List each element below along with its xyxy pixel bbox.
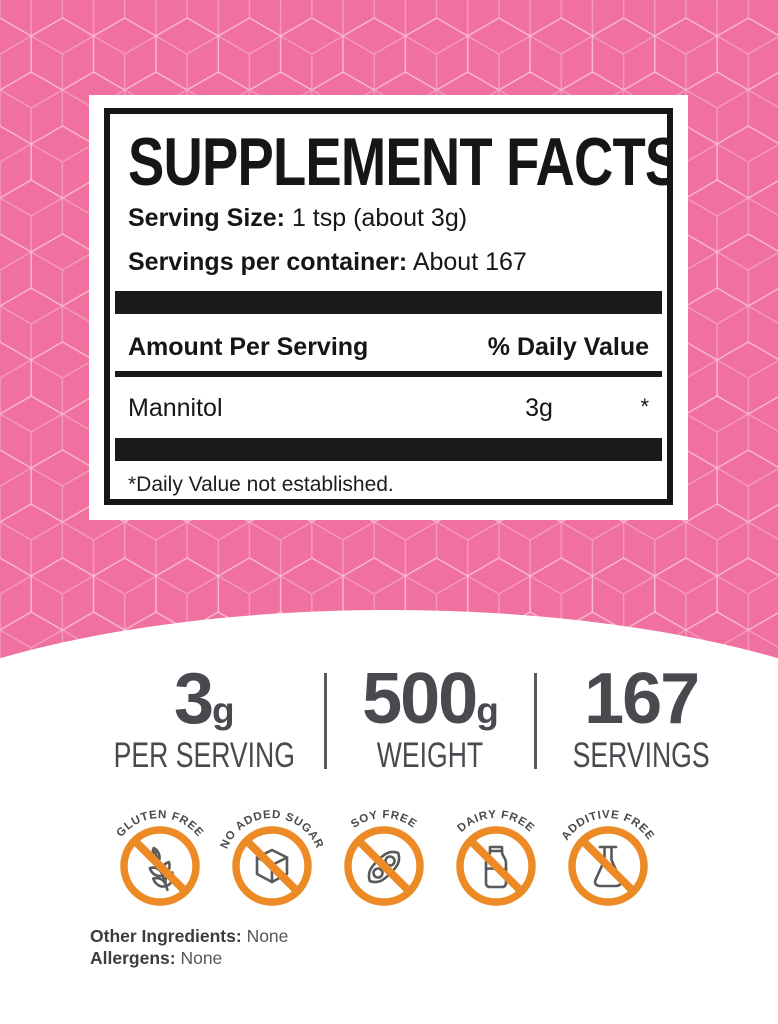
divider-bar-thick-top — [115, 291, 662, 314]
stat-servings-value: 167 — [584, 659, 700, 739]
allergens-value: None — [180, 948, 223, 968]
other-ingredients-line: Other Ingredients: None — [90, 925, 288, 947]
stats-row: 3g PER SERVING 500g WEIGHT 167 SERVINGS — [85, 663, 745, 773]
badge-label: ADDITIVE FREE — [560, 809, 657, 843]
no-slash — [354, 836, 414, 896]
stat-weight-label: WEIGHT — [377, 736, 484, 775]
badge-soy-free: SOY FREE — [344, 809, 424, 906]
servings-per-container-value: About 167 — [412, 248, 527, 276]
serving-size-line: Serving Size: 1 tsp (about 3g) — [128, 204, 649, 233]
no-slash — [466, 836, 526, 896]
ingredient-daily-value: * — [640, 393, 649, 419]
ingredients-block: Other Ingredients: None Allergens: None — [90, 925, 288, 969]
unit-g: g — [212, 690, 235, 731]
badge-dairy-free: DAIRY FREE — [455, 809, 536, 906]
no-circle — [344, 826, 424, 906]
no-slash — [242, 836, 302, 896]
no-circle — [456, 826, 536, 906]
supplement-facts-panel: SUPPLEMENT FACTS Serving Size: 1 tsp (ab… — [89, 95, 688, 520]
ingredient-name: Mannitol — [128, 393, 223, 422]
no-circle — [232, 826, 312, 906]
stats-divider — [323, 673, 327, 769]
stat-per-serving: 3g PER SERVING — [85, 663, 324, 773]
badge-label: GLUTEN FREE — [114, 809, 205, 840]
ingredient-amount: 3g — [525, 393, 553, 422]
no-slash — [578, 836, 638, 896]
stat-weight-value: 500g — [362, 659, 499, 739]
no-slash — [130, 836, 190, 896]
supplement-facts-border-box: SUPPLEMENT FACTS Serving Size: 1 tsp (ab… — [104, 108, 673, 505]
stat-per-serving-value: 3g — [173, 659, 235, 739]
stat-servings: 167 SERVINGS — [537, 663, 745, 773]
daily-value-footnote: *Daily Value not established. — [128, 473, 394, 496]
facts-title: SUPPLEMENT FACTS — [128, 124, 673, 200]
curved-white-section — [0, 610, 778, 1024]
no-circle — [120, 826, 200, 906]
ingredient-row: Mannitol 3g * — [128, 393, 649, 423]
other-ingredients-value: None — [246, 926, 289, 946]
unit-g: g — [476, 690, 499, 731]
stat-per-serving-label: PER SERVING — [113, 736, 295, 775]
stat-servings-label: SERVINGS — [572, 736, 710, 775]
allergens-label: Allergens: — [90, 948, 176, 968]
servings-per-container-label: Servings per container: — [128, 248, 408, 276]
servings-per-container-line: Servings per container: About 167 — [128, 248, 649, 277]
stats-divider — [534, 673, 538, 769]
facts-column-headers: Amount Per Serving % Daily Value — [128, 333, 649, 362]
serving-size-label: Serving Size: — [128, 204, 285, 232]
badge-additive-free: ADDITIVE FREE — [560, 809, 657, 906]
soy-pod-icon — [367, 850, 401, 884]
divider-bar-thin — [115, 370, 662, 377]
badge-gluten-free: GLUTEN FREE — [114, 809, 205, 906]
amount-per-serving-header: Amount Per Serving — [128, 333, 369, 361]
daily-value-header: % Daily Value — [487, 333, 649, 361]
no-circle — [568, 826, 648, 906]
badge-no-added-sugar: NO ADDED SUGAR — [219, 809, 325, 906]
badge-row: GLUTEN FREE NO ADDED SUGAR — [104, 800, 664, 912]
serving-size-value: 1 tsp (about 3g) — [291, 204, 468, 232]
divider-bar-thick-bottom — [115, 438, 662, 461]
other-ingredients-label: Other Ingredients: — [90, 926, 242, 946]
stat-weight: 500g WEIGHT — [327, 663, 535, 773]
allergens-line: Allergens: None — [90, 947, 288, 969]
